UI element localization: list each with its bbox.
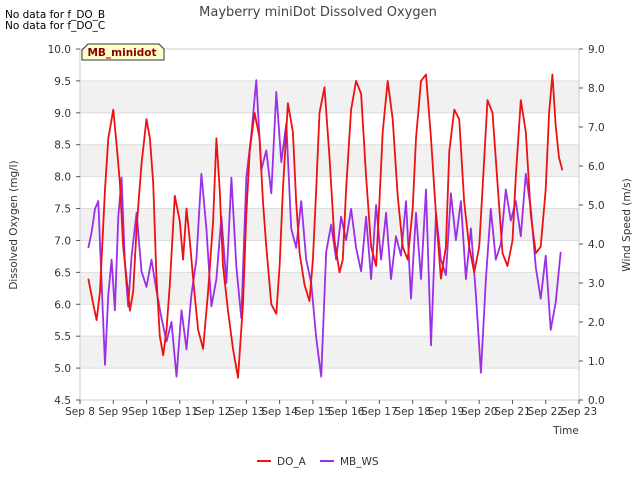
y-tick-label-right: 7.0: [588, 122, 605, 134]
x-tick-label: Sep 15: [295, 406, 332, 418]
series-layer: [87, 73, 564, 379]
grid-band: [80, 112, 579, 145]
x-tick-label: Sep 13: [228, 406, 265, 418]
legend: DO_A MB_WS: [257, 456, 379, 468]
grid-bands: [80, 49, 579, 401]
series-line-mb-ws: [87, 79, 562, 378]
y-tick-label-left: 9.5: [54, 76, 71, 88]
x-tick-label: Sep 18: [394, 406, 431, 418]
y-axis-label-left: Dissolved Oxygen (mg/l): [8, 160, 20, 289]
y-tick-label-right: 0.0: [588, 395, 605, 407]
y-tick-label-right: 5.0: [588, 200, 605, 212]
y-tick-label-left: 7.0: [54, 235, 71, 247]
y-tick-label-left: 6.0: [54, 299, 71, 311]
x-tick-label: Sep 8: [65, 406, 95, 418]
y-tick-label-left: 4.5: [54, 395, 71, 407]
y-tick-label-left: 7.5: [54, 204, 71, 216]
x-tick-label: Sep 14: [261, 406, 298, 418]
x-tick-label: Sep 23: [561, 406, 598, 418]
y-tick-label-left: 9.0: [54, 108, 71, 120]
chart-title: Mayberry miniDot Dissolved Oxygen: [199, 5, 437, 20]
x-tick-label: Sep 21: [494, 406, 531, 418]
plot-frame: [79, 48, 580, 401]
x-tick-label: Sep 19: [428, 406, 465, 418]
grid-band: [80, 272, 579, 305]
no-data-note-b: No data for f_DO_B: [5, 9, 105, 21]
x-tick-label: Sep 16: [328, 406, 365, 418]
grid-band: [80, 80, 579, 113]
x-tick-label: Sep 11: [162, 406, 199, 418]
y-tick-label-left: 8.0: [54, 172, 71, 184]
grid-band: [80, 368, 579, 400]
y-tick-label-right: 8.0: [588, 83, 605, 95]
y-tick-label-right: 1.0: [588, 356, 605, 368]
y-axis-label-right: Wind Speed (m/s): [621, 178, 633, 271]
series-line-do-a: [87, 73, 564, 379]
legend-label-mb-ws: MB_WS: [340, 456, 379, 468]
y-tick-label-left: 6.5: [54, 267, 71, 279]
y-axis-left: 4.5 5.0 5.5 6.0 6.5 7.0 7.5 8.0 8.5 9.0 9.5 10.0: [48, 44, 80, 407]
y-tick-label-left: 8.5: [54, 140, 71, 152]
site-badge-label: MB_minidot: [87, 47, 156, 59]
y-tick-label-right: 6.0: [588, 161, 605, 173]
y-tick-label-left: 10.0: [48, 44, 71, 56]
y-tick-label-left: 5.0: [54, 363, 71, 375]
x-axis-label: Time: [552, 425, 579, 437]
grid-band: [80, 176, 579, 209]
x-tick-label: Sep 22: [527, 406, 564, 418]
x-tick-label: Sep 10: [128, 406, 165, 418]
grid-band: [80, 304, 579, 337]
x-tick-label: Sep 20: [461, 406, 498, 418]
y-tick-label-right: 2.0: [588, 317, 605, 329]
y-tick-label-right: 4.0: [588, 239, 605, 251]
y-axis-right: 0.0 1.0 2.0 3.0 4.0 5.0 6.0 7.0 8.0 9.0: [579, 44, 605, 407]
y-tick-label-left: 5.5: [54, 331, 71, 343]
x-tick-label: Sep 12: [195, 406, 232, 418]
no-data-note-c: No data for f_DO_C: [5, 20, 105, 32]
y-tick-label-right: 9.0: [588, 44, 605, 56]
grid-band: [80, 336, 579, 369]
legend-label-do-a: DO_A: [277, 456, 307, 468]
x-tick-label: Sep 17: [361, 406, 398, 418]
x-tick-label: Sep 9: [98, 406, 128, 418]
y-tick-label-right: 3.0: [588, 278, 605, 290]
site-badge: MB_minidot: [81, 43, 165, 61]
